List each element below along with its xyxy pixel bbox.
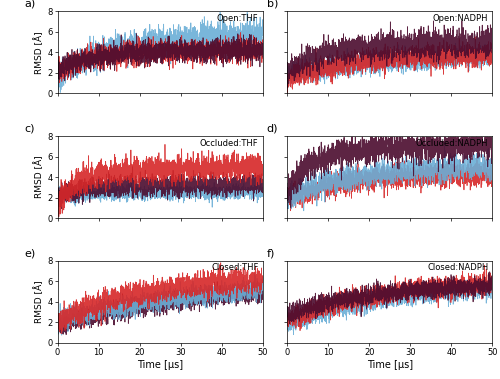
Text: Closed:THF: Closed:THF — [211, 263, 258, 273]
Text: a): a) — [24, 0, 36, 9]
Text: f): f) — [267, 249, 275, 258]
X-axis label: Time [μs]: Time [μs] — [137, 360, 183, 370]
Text: d): d) — [267, 124, 278, 134]
Text: Occluded:NADPH: Occluded:NADPH — [416, 139, 488, 147]
Text: Open:NADPH: Open:NADPH — [433, 14, 488, 23]
Text: b): b) — [267, 0, 278, 9]
Text: Open:THF: Open:THF — [217, 14, 258, 23]
Y-axis label: RMSD [Å]: RMSD [Å] — [34, 31, 44, 74]
Text: Closed:NADPH: Closed:NADPH — [427, 263, 488, 273]
Text: Occluded:THF: Occluded:THF — [200, 139, 258, 147]
Text: c): c) — [24, 124, 35, 134]
Y-axis label: RMSD [Å]: RMSD [Å] — [34, 156, 44, 199]
Y-axis label: RMSD [Å]: RMSD [Å] — [34, 280, 44, 323]
X-axis label: Time [μs]: Time [μs] — [367, 360, 413, 370]
Text: e): e) — [24, 249, 36, 258]
